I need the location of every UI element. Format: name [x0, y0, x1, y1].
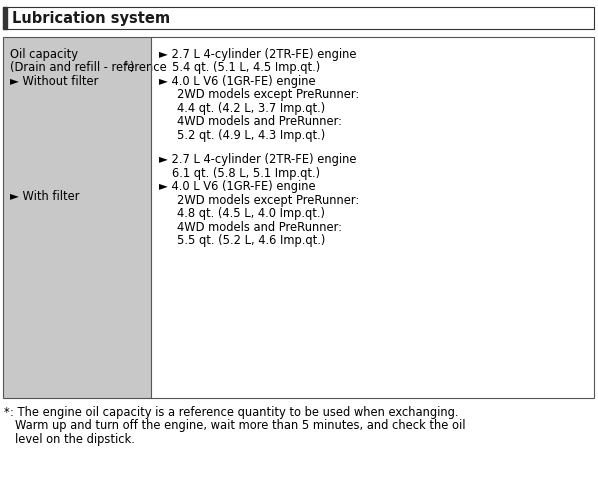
Bar [3, 8, 7, 30]
Text: 4.8 qt. (4.5 L, 4.0 Imp.qt.): 4.8 qt. (4.5 L, 4.0 Imp.qt.) [177, 207, 325, 220]
Text: ► With filter: ► With filter [10, 189, 80, 203]
Bar [3, 38, 151, 398]
Text: 4WD models and PreRunner:: 4WD models and PreRunner: [177, 115, 342, 128]
Text: ► 4.0 L V6 (1GR-FE) engine: ► 4.0 L V6 (1GR-FE) engine [159, 75, 316, 88]
Text: *: * [124, 62, 129, 71]
Text: : The engine oil capacity is a reference quantity to be used when exchanging.: : The engine oil capacity is a reference… [10, 405, 459, 418]
Text: Lubrication system: Lubrication system [12, 12, 170, 26]
Text: 5.5 qt. (5.2 L, 4.6 Imp.qt.): 5.5 qt. (5.2 L, 4.6 Imp.qt.) [177, 234, 325, 247]
Text: 2WD models except PreRunner:: 2WD models except PreRunner: [177, 88, 359, 102]
Text: ► Without filter: ► Without filter [10, 75, 99, 88]
Text: Oil capacity: Oil capacity [10, 48, 78, 61]
Text: ► 2.7 L 4-cylinder (2TR-FE) engine: ► 2.7 L 4-cylinder (2TR-FE) engine [159, 153, 356, 166]
Text: 2WD models except PreRunner:: 2WD models except PreRunner: [177, 193, 359, 206]
Text: 5.4 qt. (5.1 L, 4.5 Imp.qt.): 5.4 qt. (5.1 L, 4.5 Imp.qt.) [172, 61, 321, 74]
Text: *: * [4, 405, 10, 418]
Text: 5.2 qt. (4.9 L, 4.3 Imp.qt.): 5.2 qt. (4.9 L, 4.3 Imp.qt.) [177, 129, 325, 142]
Text: ): ) [129, 61, 133, 74]
Bar [3, 38, 594, 398]
Text: 6.1 qt. (5.8 L, 5.1 Imp.qt.): 6.1 qt. (5.8 L, 5.1 Imp.qt.) [172, 166, 320, 180]
Bar [151, 38, 594, 398]
Text: 4.4 qt. (4.2 L, 3.7 Imp.qt.): 4.4 qt. (4.2 L, 3.7 Imp.qt.) [177, 102, 325, 115]
Text: ► 4.0 L V6 (1GR-FE) engine: ► 4.0 L V6 (1GR-FE) engine [159, 180, 316, 193]
Text: ► 2.7 L 4-cylinder (2TR-FE) engine: ► 2.7 L 4-cylinder (2TR-FE) engine [159, 48, 356, 61]
Text: 4WD models and PreRunner:: 4WD models and PreRunner: [177, 221, 342, 233]
Text: Warm up and turn off the engine, wait more than 5 minutes, and check the oil: Warm up and turn off the engine, wait mo… [15, 419, 465, 431]
Text: level on the dipstick.: level on the dipstick. [15, 432, 135, 445]
Bar [3, 8, 594, 30]
Text: (Drain and refill - reference: (Drain and refill - reference [10, 61, 167, 74]
